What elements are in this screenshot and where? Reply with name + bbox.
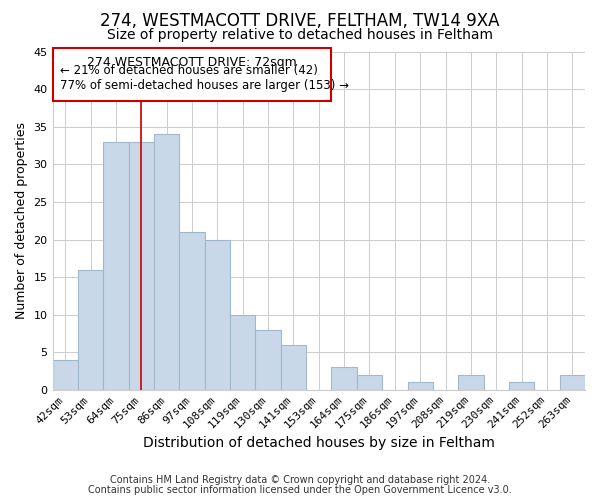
Y-axis label: Number of detached properties: Number of detached properties: [15, 122, 28, 320]
Bar: [103, 142, 128, 390]
Bar: [458, 375, 484, 390]
Bar: [331, 368, 357, 390]
Bar: [179, 232, 205, 390]
Bar: [128, 142, 154, 390]
Bar: [407, 382, 433, 390]
X-axis label: Distribution of detached houses by size in Feltham: Distribution of detached houses by size …: [143, 436, 495, 450]
Text: 274 WESTMACOTT DRIVE: 72sqm: 274 WESTMACOTT DRIVE: 72sqm: [87, 56, 297, 68]
Text: 274, WESTMACOTT DRIVE, FELTHAM, TW14 9XA: 274, WESTMACOTT DRIVE, FELTHAM, TW14 9XA: [100, 12, 500, 30]
Bar: [509, 382, 534, 390]
Text: 77% of semi-detached houses are larger (153) →: 77% of semi-detached houses are larger (…: [60, 79, 349, 92]
Text: Contains public sector information licensed under the Open Government Licence v3: Contains public sector information licen…: [88, 485, 512, 495]
Bar: [230, 314, 256, 390]
Bar: [281, 345, 306, 390]
Bar: [78, 270, 103, 390]
FancyBboxPatch shape: [53, 48, 331, 100]
Text: Contains HM Land Registry data © Crown copyright and database right 2024.: Contains HM Land Registry data © Crown c…: [110, 475, 490, 485]
Text: ← 21% of detached houses are smaller (42): ← 21% of detached houses are smaller (42…: [60, 64, 318, 77]
Bar: [357, 375, 382, 390]
Bar: [560, 375, 585, 390]
Bar: [154, 134, 179, 390]
Bar: [53, 360, 78, 390]
Text: Size of property relative to detached houses in Feltham: Size of property relative to detached ho…: [107, 28, 493, 42]
Bar: [205, 240, 230, 390]
Bar: [256, 330, 281, 390]
